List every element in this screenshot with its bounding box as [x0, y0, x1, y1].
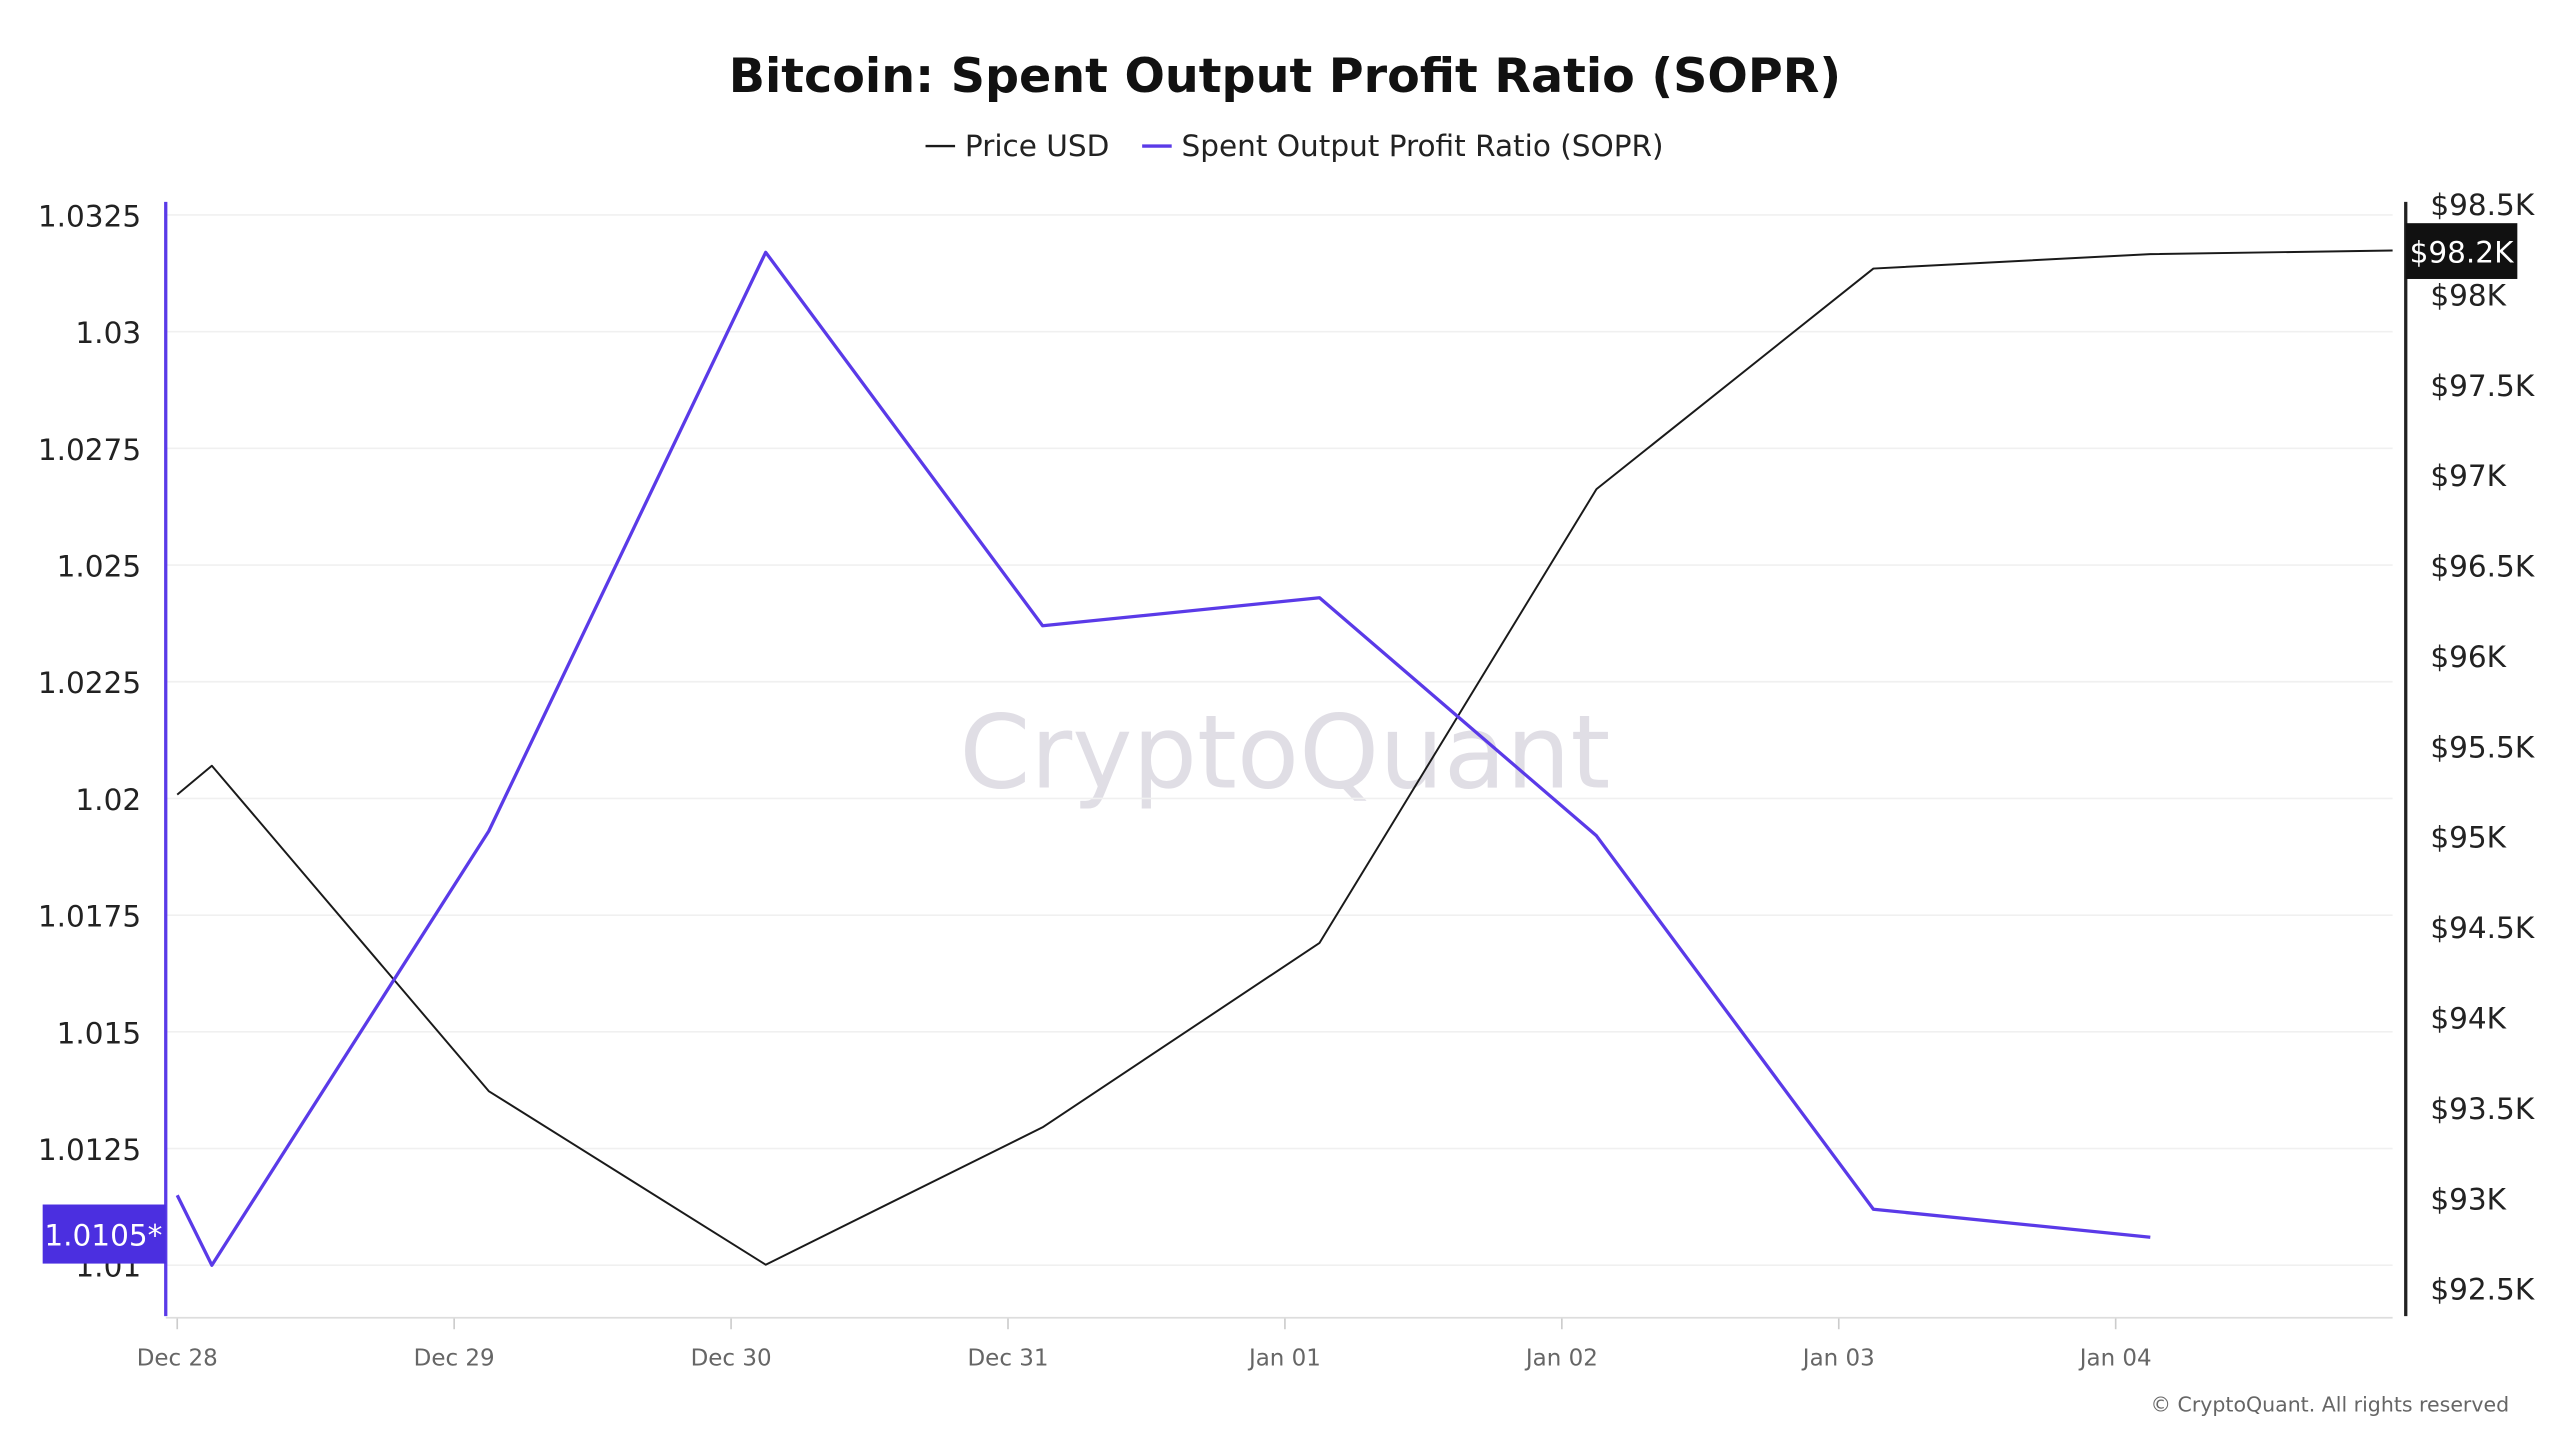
series-lines [175, 249, 2393, 1267]
right-tick-label: $95.5K [2430, 730, 2534, 764]
right-tick-label: $98.5K [2430, 188, 2534, 222]
left-tick-label: 1.0275 [38, 433, 141, 467]
x-tick-label: Dec 29 [414, 1345, 495, 1371]
x-tick-label: Jan 04 [2078, 1345, 2152, 1371]
left-tick-label: 1.0325 [38, 199, 141, 233]
right-tick-label: $94K [2430, 1002, 2506, 1036]
price-line [176, 249, 2393, 1266]
chart-title: Bitcoin: Spent Output Profit Ratio (SOPR… [729, 49, 1841, 104]
left-tick-label: 1.025 [57, 550, 142, 584]
right-tick-label: $96.5K [2430, 550, 2534, 584]
right-tick-label: $95K [2430, 821, 2506, 855]
right-tick-label: $94.5K [2430, 911, 2534, 945]
right-tick-label: $98K [2430, 278, 2506, 312]
right-tick-label: $93K [2430, 1182, 2506, 1216]
right-tick-label: $97K [2430, 459, 2506, 493]
watermark: CryptoQuant [959, 694, 1610, 812]
svg-text:$98.2K: $98.2K [2410, 236, 2514, 270]
left-tick-label: 1.0125 [38, 1133, 141, 1167]
left-axis: 1.011.01251.0151.01751.021.02251.0251.02… [38, 199, 141, 1283]
right-tick-label: $92.5K [2430, 1273, 2534, 1307]
x-axis: Dec 28 Dec 29 Dec 30 Dec 31 Jan 01 Jan 02 Jan … [137, 1317, 2152, 1371]
svg-text:1.0105*: 1.0105* [44, 1219, 162, 1253]
left-tick-label: 1.02 [75, 783, 141, 817]
legend-item-sopr[interactable]: Spent Output Profit Ratio (SOPR) [1142, 129, 1664, 163]
right-tick-label: $97.5K [2430, 369, 2534, 403]
sopr-current-label: 1.0105* [42, 1204, 166, 1264]
x-tick-label: Jan 01 [1247, 1345, 1321, 1371]
gridlines [165, 214, 2393, 1267]
right-tick-label: $93.5K [2430, 1092, 2534, 1126]
left-tick-label: 1.0225 [38, 666, 141, 700]
right-axis: $92.5K $93K $93.5K $94K $94.5K $95K $95.5K $96K… [2430, 188, 2534, 1307]
legend: Price USD Spent Output Profit Ratio (SOP… [925, 129, 1664, 163]
copyright: © CryptoQuant. All rights reserved [2151, 1392, 2510, 1416]
x-tick-label: Jan 02 [1524, 1345, 1598, 1371]
legend-item-price[interactable]: Price USD [925, 129, 1110, 163]
left-tick-label: 1.03 [75, 316, 141, 350]
x-tick-label: Jan 03 [1801, 1345, 1875, 1371]
legend-label-sopr: Spent Output Profit Ratio (SOPR) [1182, 129, 1664, 163]
left-tick-label: 1.0175 [38, 900, 141, 934]
price-current-label: $98.2K [2405, 223, 2518, 279]
x-tick-label: Dec 30 [691, 1345, 772, 1371]
x-tick-label: Dec 28 [137, 1345, 218, 1371]
right-tick-label: $96K [2430, 640, 2506, 674]
left-tick-label: 1.015 [57, 1016, 142, 1050]
legend-label-price: Price USD [965, 129, 1109, 163]
x-tick-label: Dec 31 [968, 1345, 1049, 1371]
